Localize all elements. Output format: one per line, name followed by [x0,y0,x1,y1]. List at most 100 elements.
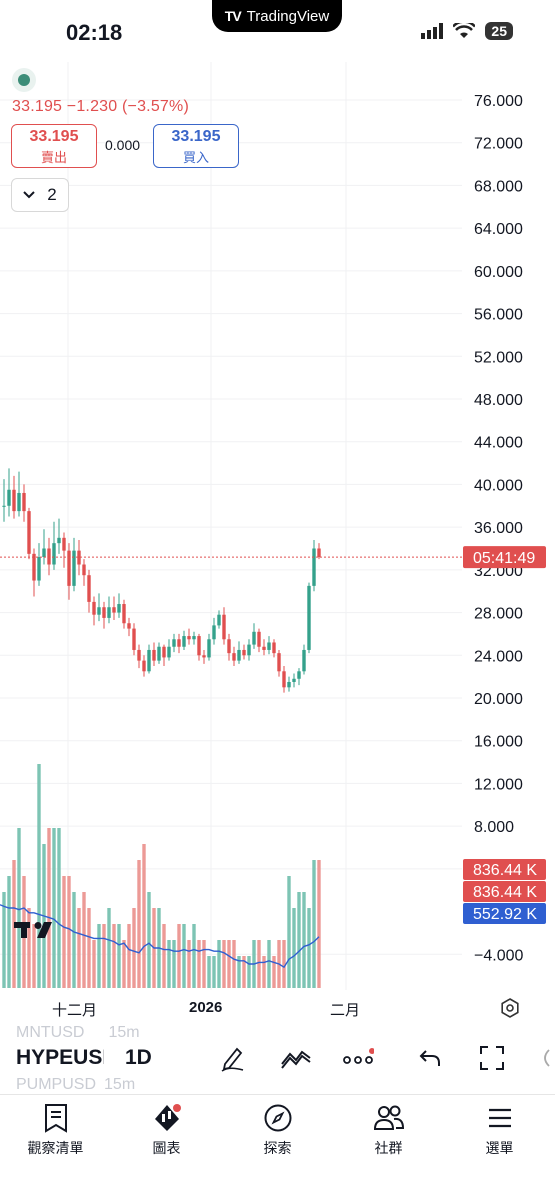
volume-bar [27,908,31,988]
volume-badge-label: 836.44 K [473,884,537,901]
indicator-count: 2 [47,185,57,204]
buy-button[interactable]: 33.195 買入 [153,124,239,168]
candle-body [157,646,161,661]
candle-body [252,631,256,645]
candle-body [182,636,186,647]
candle-body [302,649,306,672]
price-axis-label: 56.000 [474,307,523,324]
indicator-lines-icon [281,1050,311,1069]
time-label-2026: 2026 [189,999,223,1016]
battery-indicator: 25 [485,22,513,40]
volume-bar [257,940,261,988]
candle-body [72,550,76,586]
candle-body [27,511,31,554]
volume-bar [302,892,306,988]
price-axis-label: 28.000 [474,606,523,623]
ghost-interval-label: 15m [108,1024,140,1041]
dynamic-island: TV TradingView [212,0,342,32]
time-label-february: 二月 [330,1002,361,1019]
volume-bar [87,908,91,988]
drawing-tools-button[interactable] [215,1040,251,1076]
ghost-symbol-label: MNTUSD [16,1024,85,1041]
candle-body [7,489,11,506]
candle-body [142,660,146,672]
symbol-selector[interactable]: HYPEUSD [16,1046,104,1069]
watermark-part [34,922,42,929]
indicators-button[interactable] [278,1040,314,1076]
volume-bar [62,876,66,988]
candle-body [202,655,206,658]
price-axis-label: −4.000 [474,947,523,964]
volume-bar [292,908,296,988]
indicator-toggle-button[interactable]: 2 [11,178,69,212]
candle-body [37,557,41,581]
volume-bar [312,860,316,988]
volume-bar [222,940,226,988]
bottom-navigation: 觀察清單 圖表 探索 社群 選單 [0,1094,555,1201]
nav-label: 探索 [263,1140,292,1156]
volume-bar [72,892,76,988]
spread-value: 0.000 [105,137,141,153]
island-label: TradingView [246,7,330,25]
candle-body [247,644,251,656]
nav-explore[interactable]: 探索 [222,1095,333,1201]
candle-body [32,553,36,581]
candle-body [102,607,106,618]
interval-selector[interactable]: 1D [125,1046,152,1069]
candle-body [57,537,61,544]
volume-bar [77,908,81,988]
volume-bar [207,956,211,988]
candle-body [152,649,156,661]
undo-button[interactable] [412,1040,448,1076]
sell-price: 33.195 [29,128,79,145]
candle-body [42,548,46,558]
nav-chart[interactable]: 圖表 [111,1095,222,1201]
price-axis-label: 44.000 [474,435,523,452]
candle-body [92,601,96,615]
system-icons: 25 [421,22,513,40]
price-axis-label: 72.000 [474,136,523,153]
chevron-down-icon [23,191,35,199]
volume-bar [97,924,101,988]
price-axis-label: 60.000 [474,264,523,281]
candle-body [307,585,311,650]
price-axis-label: 20.000 [474,691,523,708]
countdown-label: 05:41:49 [473,550,535,567]
tradingview-logo-icon: TV [224,8,242,24]
pen-icon [221,1047,244,1072]
candle-body [262,646,266,650]
fullscreen-button[interactable] [474,1040,510,1076]
candle-body [147,649,151,672]
nav-watchlist[interactable]: 觀察清單 [0,1095,111,1201]
more-button[interactable] [340,1040,376,1076]
candle-body [2,505,6,507]
fullscreen-icon [480,1046,504,1070]
candle-body [52,543,56,565]
candle-body [137,649,141,661]
buy-price: 33.195 [171,128,221,145]
volume-bar [242,956,246,988]
sell-button[interactable]: 33.195 賣出 [11,124,97,168]
chart-icon [154,1104,181,1131]
nav-community[interactable]: 社群 [333,1095,444,1201]
candle-body [17,492,21,512]
candle-body [282,671,286,688]
ghost-symbol-bottom: PUMPUSD 15m [16,1076,135,1094]
candle-body [117,604,121,613]
settings-gear-icon[interactable] [500,998,520,1018]
nav-label: 圖表 [152,1140,181,1156]
volume-badge [463,881,546,902]
candle-body [207,639,211,658]
watchlist-icon [44,1104,67,1133]
scroll-hint [535,1040,555,1076]
candle-body [162,646,166,658]
community-icon [373,1105,404,1130]
price-axis-label: 36.000 [474,520,523,537]
menu-icon [488,1108,511,1128]
candle-body [217,614,221,626]
nav-menu[interactable]: 選單 [444,1095,555,1201]
price-chart[interactable]: 76.000 72.000 68.000 64.000 60.000 56.000 52.0… [0,62,555,992]
volume-bar [37,764,41,988]
volume-bar [122,940,126,988]
candle-body [22,492,26,512]
